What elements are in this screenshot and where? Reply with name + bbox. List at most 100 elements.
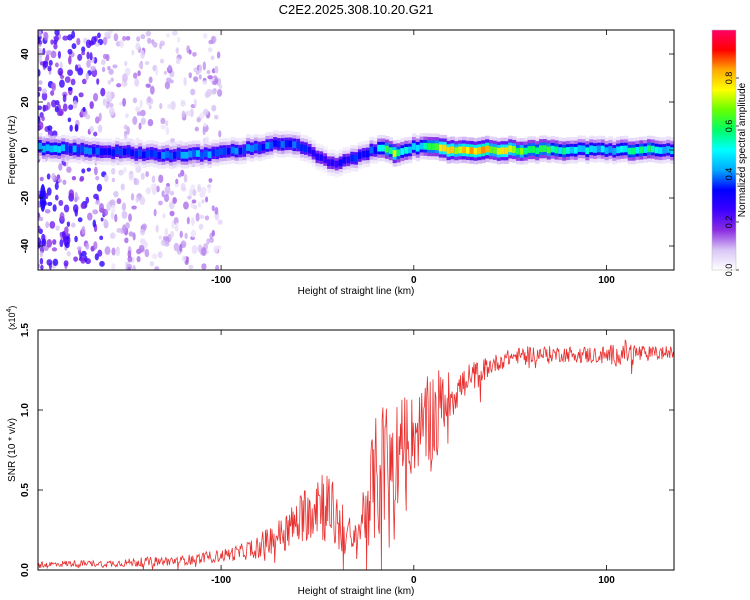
spectrogram-noise-cell xyxy=(132,97,138,104)
spectrogram-noise-cell xyxy=(135,106,141,113)
spectrogram-noise-cell xyxy=(106,90,112,100)
spectrogram-noise-cell xyxy=(98,112,102,122)
spectrogram-noise-cell xyxy=(147,96,152,103)
spectrogram-noise-cell xyxy=(183,173,188,183)
spectrogram-cell xyxy=(153,150,159,158)
spectrogram-x-ticks: -100 0 100 xyxy=(211,30,615,286)
spectrogram-noise-cell xyxy=(94,200,101,206)
spectrogram-noise-cell xyxy=(164,81,171,90)
spectrogram-noise-cell xyxy=(92,93,99,102)
spectrogram-noise-cell xyxy=(77,217,83,223)
spectrogram-noise-cell xyxy=(131,50,135,56)
spectrogram-noise-cell xyxy=(71,43,77,50)
spectrogram-noise-cell xyxy=(41,88,48,94)
spectrogram-cell xyxy=(485,145,490,153)
spectrogram-noise-cell xyxy=(139,99,143,108)
spectrogram-noise-cell xyxy=(110,77,114,82)
spectrogram-cell xyxy=(469,147,475,155)
spectrogram-noise-cell xyxy=(111,167,116,175)
spectrogram-cell xyxy=(61,144,66,152)
spectrogram-noise-cell xyxy=(140,109,146,117)
spectrogram-noise-cell xyxy=(105,103,110,109)
spectrogram-noise-cell xyxy=(66,166,72,173)
spectrogram-cell xyxy=(296,141,301,149)
spectrogram-noise-cell xyxy=(59,61,63,71)
spectrogram-noise-cell xyxy=(89,125,94,133)
spectrogram-noise-cell xyxy=(121,202,126,211)
spectrogram-noise-cell xyxy=(124,60,128,67)
spectrogram-noise-cell xyxy=(167,64,172,71)
spectrogram-cell xyxy=(473,147,479,155)
spectrogram-noise-cell xyxy=(54,182,59,190)
spectrogram-noise-cell xyxy=(140,117,146,125)
spectrogram-noise-cell xyxy=(77,67,84,76)
spectrogram-cell xyxy=(531,146,536,153)
spectrogram-cell xyxy=(149,149,155,157)
spectrogram-noise-cell xyxy=(108,68,114,75)
spectrogram-noise-cell xyxy=(180,186,187,192)
spectrogram-noise-cell xyxy=(186,216,190,225)
spectrogram-cell xyxy=(346,156,351,164)
spectrogram-cell xyxy=(442,144,448,152)
spectrogram-y-label: Frequency (Hz) xyxy=(7,116,18,185)
spectrogram-noise-cell xyxy=(218,130,222,138)
spectrogram-noise-cell xyxy=(111,177,116,183)
spectrogram-noise-cell xyxy=(214,65,219,74)
spectrogram-cell xyxy=(169,152,174,160)
spectrogram-noise-cell xyxy=(38,228,43,235)
spectrogram-noise-cell xyxy=(215,264,220,270)
spectrogram-noise-cell xyxy=(38,36,41,44)
spectrogram-noise-cell xyxy=(175,222,179,231)
snr-y-ticks: 0.0 0.5 1.0 1.5 xyxy=(20,323,674,577)
spectrogram-noise-cell xyxy=(202,108,209,116)
spectrogram-noise-cell xyxy=(64,226,69,235)
spectrogram-noise-cell xyxy=(123,81,128,86)
spectrogram-noise-cell xyxy=(52,258,59,267)
spectrogram-noise-cell xyxy=(126,126,130,135)
spectrogram-noise-cell xyxy=(190,184,196,191)
spectrogram-cell xyxy=(481,146,486,154)
spectrogram-noise-cell xyxy=(208,237,215,243)
spectrogram-noise-cell xyxy=(85,72,89,81)
spectrogram-noise-cell xyxy=(153,208,157,217)
spectrogram-noise-cell xyxy=(128,173,134,181)
spectrogram-noise-cell xyxy=(41,115,45,122)
spectrogram-cell xyxy=(88,147,93,155)
spectrogram-cell xyxy=(327,159,332,167)
spectrogram-noise-cell xyxy=(201,247,207,257)
spectrogram-cell xyxy=(219,148,224,156)
spectrogram-cell xyxy=(41,145,47,153)
spectrogram-noise-cell xyxy=(138,244,145,252)
spectrogram-noise-cell xyxy=(162,213,166,219)
spectrogram-noise-cell xyxy=(70,78,76,86)
spectrogram-noise-cell xyxy=(64,242,70,249)
spectrogram-cell xyxy=(138,149,143,157)
snr-x-tick-label: 0 xyxy=(411,575,417,586)
spectrogram-noise-cell xyxy=(191,217,195,226)
spectrogram-noise-cell xyxy=(177,173,182,178)
spectrogram-cell xyxy=(539,145,544,153)
spectrogram-cell xyxy=(68,146,74,153)
spectrogram-noise-cell xyxy=(74,192,78,200)
spectrogram-noise-cell xyxy=(151,175,156,183)
spectrogram-noise-cell xyxy=(200,186,207,194)
spectrogram-cell xyxy=(647,145,652,153)
spectrogram-noise-cell xyxy=(136,36,141,42)
spectrogram-noise-cell xyxy=(98,202,104,212)
colorbar-ticks: 0.0 0.2 0.4 0.6 0.8 xyxy=(724,72,739,276)
spectrogram-noise-cell xyxy=(46,239,53,248)
spectrogram-noise-cell xyxy=(86,59,91,68)
spectrogram-cell xyxy=(654,146,660,154)
snr-x-label: Height of straight line (km) xyxy=(298,586,415,597)
spectrogram-noise-cell xyxy=(38,91,41,98)
spectrogram-noise-cell xyxy=(124,67,131,76)
spectrogram-cell xyxy=(527,146,532,153)
spectrogram-cell xyxy=(369,146,374,154)
spectrogram-cell xyxy=(72,145,78,153)
spectrogram-noise-cell xyxy=(116,227,122,233)
spectrogram-noise-cell xyxy=(119,39,125,49)
spectrogram-noise-cell xyxy=(55,225,60,231)
spectrogram-cell xyxy=(338,159,344,167)
spectrogram-noise-cell xyxy=(187,195,192,200)
spectrogram-noise-cell xyxy=(116,83,122,88)
